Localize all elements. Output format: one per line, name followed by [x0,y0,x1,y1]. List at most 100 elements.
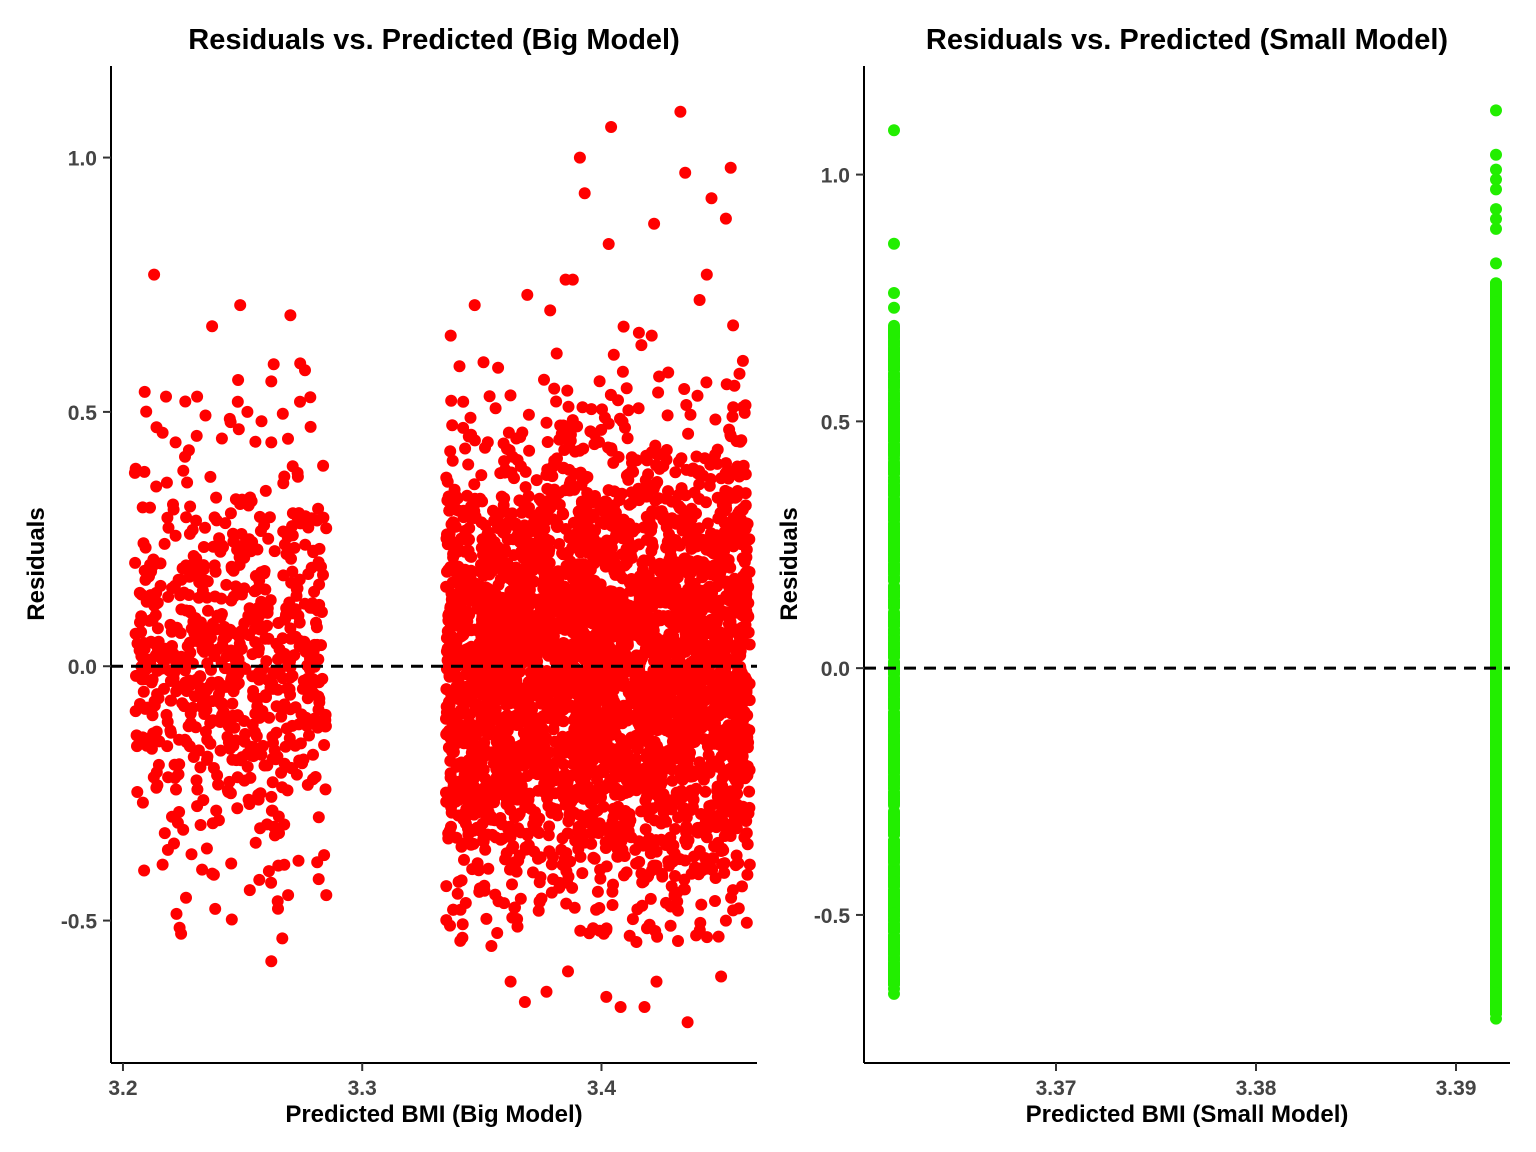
scatter-point [465,692,478,705]
scatter-point [519,465,532,478]
scatter-point [215,432,228,445]
scatter-point [246,648,259,661]
scatter-point [209,565,222,578]
scatter-point [660,896,672,909]
scatter-point [194,616,207,629]
scatter-point [693,492,706,505]
scatter-point [741,678,754,691]
scatter-point [477,720,490,733]
scatter-point [497,602,510,615]
scatter-point [681,766,694,779]
scatter-point [588,438,601,451]
scatter-point [207,762,220,774]
scatter-point [514,593,527,606]
scatter-point [234,540,247,553]
scatter-point [212,778,225,791]
scatter-point [679,854,692,867]
scatter-point [663,543,676,556]
scatter-point [662,696,675,709]
scatter-point [450,760,463,773]
scatter-point [665,642,678,655]
scatter-point [632,717,645,730]
scatter-point [270,700,283,713]
scatter-point [202,604,214,617]
scatter-point [137,685,150,698]
scatter-point [191,800,204,813]
scatter-point [533,827,545,839]
scatter-point [743,785,756,798]
scatter-point [623,808,636,820]
scatter-point [737,758,750,770]
scatter-point [468,299,481,312]
scatter-point [444,445,457,458]
scatter-point [677,712,690,725]
scatter-point [444,919,456,932]
scatter-point [566,748,579,761]
scatter-point [280,608,293,621]
scatter-point [588,852,601,865]
scatter-point [519,481,532,494]
scatter-point [530,474,543,487]
scatter-point [297,674,310,687]
scatter-point [581,487,594,499]
scatter-point [689,861,701,874]
scatter-point [567,516,580,529]
scatter-point [293,754,306,767]
scatter-point [719,212,732,225]
scatter-point [712,930,725,943]
scatter-point [504,747,517,759]
scatter-point [621,432,634,445]
scatter-point [184,500,197,513]
scatter-point [185,848,198,861]
scatter-point [319,708,332,721]
scatter-point [284,309,297,322]
scatter-point [595,423,608,436]
scatter-point [181,476,194,489]
scatter-point [468,434,481,447]
scatter-point [548,735,561,748]
scatter-point [542,800,555,812]
scatter-point [580,638,593,651]
scatter-point [458,808,471,821]
scatter-point [525,553,537,566]
scatter-point [148,268,161,281]
scatter-point [631,903,644,916]
scatter-point [320,522,333,535]
scatter-point [502,426,515,439]
scatter-point [305,512,318,525]
scatter-point [653,370,666,383]
scatter-point [225,734,238,747]
scatter-point [679,489,692,502]
scatter-point [541,482,554,495]
scatter-point [521,770,534,782]
scatter-point [504,975,517,988]
scatter-point [679,166,692,179]
scatter-point [260,655,273,668]
scatter-point [690,450,703,463]
scatter-point [551,521,564,533]
scatter-point [540,985,553,998]
scatter-point [888,370,900,383]
scatter-point [312,873,325,886]
scatter-point [543,820,556,833]
scatter-point [175,603,188,616]
scatter-point [483,390,496,403]
scatter-point [131,786,144,798]
scatter-point [288,649,301,662]
scatter-point [648,217,661,230]
scatter-point [537,694,550,707]
scatter-point [183,527,196,540]
scatter-point [669,870,681,882]
scatter-point [144,589,157,602]
scatter-point [691,389,704,402]
scatter-point [539,554,552,567]
scatter-point [194,626,207,639]
scatter-point [167,498,179,511]
scatter-point [440,880,453,893]
scatter-point [727,904,740,917]
scatter-point [272,902,284,915]
scatter-point [222,720,235,733]
scatter-point [170,783,182,796]
small-model-panel: Residuals vs. Predicted (Small Model) 3.… [776,24,1510,1128]
scatter-point [164,618,177,631]
